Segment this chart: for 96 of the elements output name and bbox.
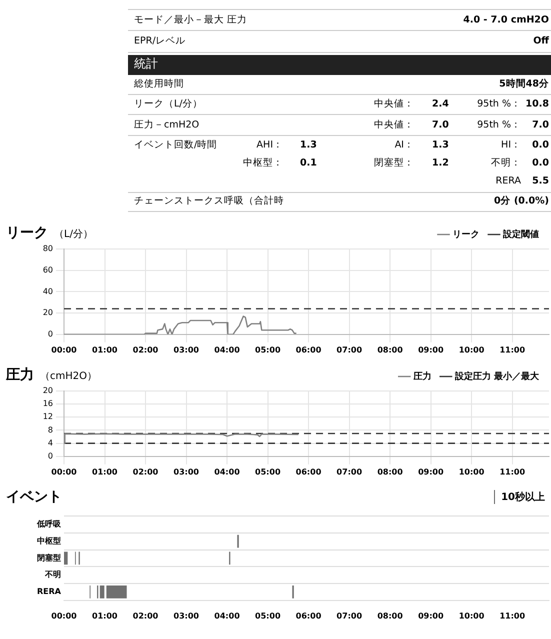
x-tick-label: 01:00 <box>92 611 118 620</box>
text: 5.5 <box>532 176 549 186</box>
x-tick-label: 07:00 <box>336 467 362 476</box>
y-tick-label: 60 <box>42 265 53 274</box>
text: HI： <box>501 138 521 152</box>
x-tick-label: 08:00 <box>377 611 404 620</box>
legend-label: リーク <box>452 230 480 240</box>
x-tick-label: 03:00 <box>174 345 200 354</box>
y-tick-label: 低呼吸 <box>36 520 62 529</box>
x-tick-label: 03:00 <box>174 611 200 620</box>
y-tick-label: 16 <box>42 399 53 408</box>
text: 5時間48分 <box>499 78 549 90</box>
y-tick-label: 8 <box>48 425 53 434</box>
text: 0.0 <box>532 158 549 168</box>
y-tick-label: 0 <box>48 451 53 460</box>
y-tick-label: 40 <box>42 286 53 296</box>
y-tick-label: 閉塞型 <box>37 552 61 562</box>
x-tick-label: 05:00 <box>255 611 281 620</box>
text: チェーンストークス呼吸（合計時 <box>134 194 284 208</box>
legend-label: 設定圧力 最小／最大 <box>454 370 540 382</box>
x-tick-label: 09:00 <box>418 467 444 476</box>
x-tick-label: 01:00 <box>92 467 118 476</box>
y-tick-label: 0 <box>48 329 53 338</box>
text: リーク（L/分） <box>134 98 202 110</box>
x-tick-label: 07:00 <box>336 611 362 620</box>
text: 統計 <box>134 56 158 72</box>
y-tick-label: 4 <box>48 438 53 448</box>
x-tick-label: 10:00 <box>458 611 485 620</box>
x-tick-label: 10:00 <box>458 467 485 476</box>
x-tick-label: 11:00 <box>500 345 526 354</box>
text: 4.0 - 7.0 cmH2O <box>463 14 549 26</box>
x-tick-label: 00:00 <box>51 611 78 620</box>
x-tick-label: 08:00 <box>377 467 404 476</box>
x-tick-label: 00:00 <box>51 345 78 354</box>
text: 1.3 <box>300 140 317 150</box>
chart-title: 圧力 <box>6 367 34 383</box>
x-tick-label: 05:00 <box>255 467 281 476</box>
text: 圧力－cmH2O <box>134 118 200 132</box>
text: 7.0 <box>432 120 449 130</box>
x-tick-label: 00:00 <box>51 467 78 476</box>
y-tick-label: 12 <box>42 412 53 422</box>
legend-label: 圧力 <box>412 370 432 382</box>
text: 0.1 <box>300 158 317 168</box>
x-tick-label: 01:00 <box>92 345 118 354</box>
legend-title: 10秒以上 <box>501 490 545 504</box>
text: イベント回数/時間 <box>134 138 218 152</box>
text: 閉塞型： <box>374 156 414 170</box>
x-tick-label: 11:00 <box>500 467 526 476</box>
text: 95th %： <box>477 118 521 132</box>
y-tick-label: 20 <box>42 386 53 396</box>
text: RERA <box>496 176 521 186</box>
y-tick-label: 80 <box>42 244 53 254</box>
y-axis-title: （cmH2O） <box>40 371 97 382</box>
y-axis-title: （L/分） <box>54 229 93 240</box>
text: 2.4 <box>432 98 449 110</box>
x-tick-label: 03:00 <box>174 467 200 476</box>
x-tick-label: 04:00 <box>214 345 240 354</box>
text: モード／最小－最大 圧力 <box>134 14 248 26</box>
text: AI： <box>394 138 414 152</box>
y-tick-label: 不明 <box>44 570 61 580</box>
text: 中央値： <box>374 98 414 110</box>
text: 中枢型： <box>243 156 283 170</box>
text: 不明： <box>491 156 521 170</box>
x-tick-label: 04:00 <box>214 611 240 620</box>
x-tick-label: 02:00 <box>132 467 159 476</box>
text: 7.0 <box>532 120 549 130</box>
x-tick-label: 11:00 <box>500 611 526 620</box>
x-tick-label: 09:00 <box>418 611 444 620</box>
text: AHI： <box>256 138 283 152</box>
x-tick-label: 02:00 <box>132 345 159 354</box>
x-tick-label: 09:00 <box>418 345 444 354</box>
x-tick-label: 08:00 <box>377 345 404 354</box>
text: 総使用時間 <box>134 78 184 90</box>
text: 0分 (0.0%) <box>494 194 549 208</box>
y-tick-label: 中枢型 <box>37 536 61 546</box>
text: 中央値： <box>374 118 414 132</box>
x-tick-label: 10:00 <box>458 345 485 354</box>
y-tick-label: RERA <box>37 587 62 596</box>
x-tick-label: 02:00 <box>132 611 159 620</box>
chart-title: イベント <box>6 489 62 505</box>
x-tick-label: 06:00 <box>296 611 322 620</box>
x-tick-label: 04:00 <box>214 467 240 476</box>
text: 10.8 <box>526 98 549 110</box>
text: 1.3 <box>432 140 449 150</box>
x-tick-label: 05:00 <box>255 345 281 354</box>
x-tick-label: 06:00 <box>296 345 322 354</box>
x-tick-label: 07:00 <box>336 345 362 354</box>
chart-title: リーク <box>6 225 48 241</box>
text: EPR/レベル <box>134 34 186 48</box>
text: 1.2 <box>432 158 449 168</box>
text: Off <box>533 36 549 46</box>
text: 95th %： <box>477 98 521 110</box>
y-tick-label: 20 <box>42 308 53 318</box>
legend-label: 設定閾値 <box>502 228 539 240</box>
text: 0.0 <box>532 140 549 150</box>
x-tick-label: 06:00 <box>296 467 322 476</box>
